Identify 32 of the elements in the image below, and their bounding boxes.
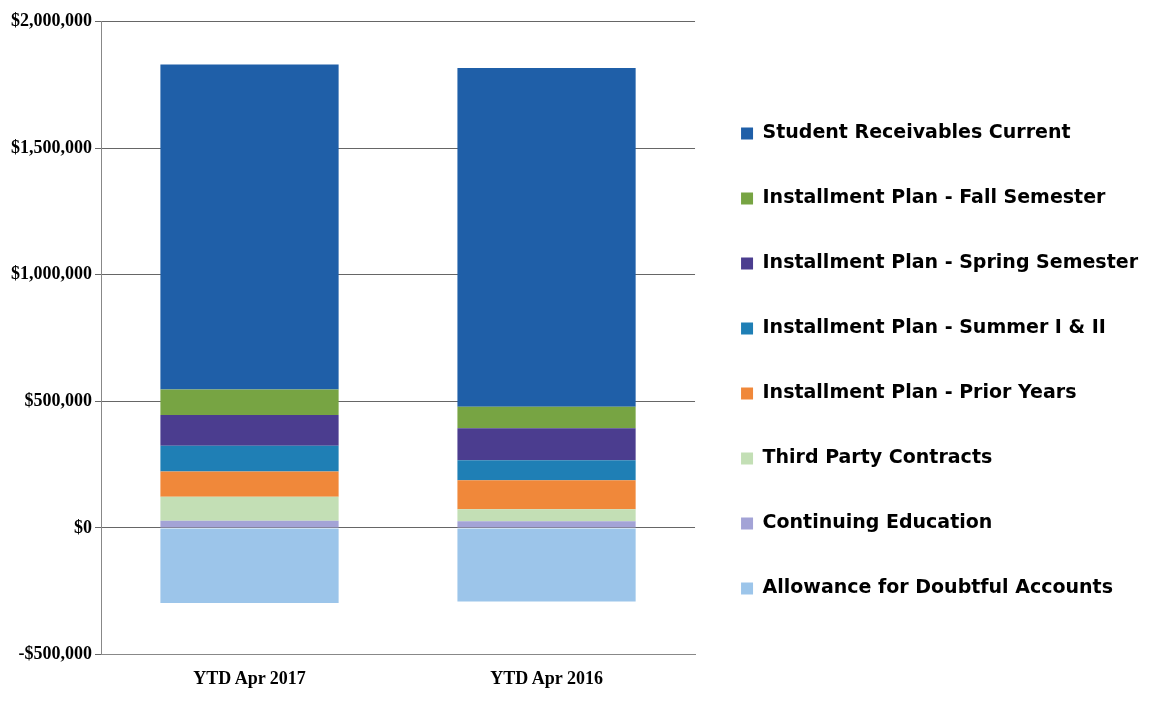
bar (457, 528, 636, 602)
bar (457, 480, 636, 510)
bar (160, 445, 339, 472)
bar (457, 521, 636, 528)
bar (457, 460, 636, 481)
bar (457, 68, 636, 407)
bar (160, 389, 339, 416)
bar (160, 528, 339, 604)
bar (457, 509, 636, 522)
y-tick-label: $500,000 (24, 390, 92, 411)
y-tick-label: -$500,000 (18, 643, 92, 664)
legend-label: Installment Plan - Prior Years (762, 380, 1077, 403)
bar (160, 471, 339, 497)
legend-label: Installment Plan - Summer I & II (762, 315, 1106, 338)
legend-label: Student Receivables Current (762, 120, 1071, 143)
y-tick-label: $2,000,000 (11, 10, 92, 31)
bar (160, 496, 339, 521)
x-tick-label: YTD Apr 2016 (490, 667, 603, 688)
legend-label: Third Party Contracts (762, 445, 993, 468)
y-tick-label: $0 (74, 516, 92, 537)
bar (457, 406, 636, 429)
y-tick-label: $1,000,000 (11, 263, 92, 284)
legend-label: Installment Plan - Spring Semester (762, 250, 1139, 273)
legend-label: Continuing Education (762, 510, 993, 533)
bar (160, 64, 339, 390)
bar (160, 415, 339, 446)
x-tick-label: YTD Apr 2017 (193, 667, 306, 688)
bar (160, 520, 339, 528)
legend-label: Allowance for Doubtful Accounts (762, 575, 1113, 598)
y-tick-label: $1,500,000 (11, 136, 92, 157)
legend-label: Installment Plan - Fall Semester (762, 185, 1107, 208)
bar (457, 428, 636, 461)
